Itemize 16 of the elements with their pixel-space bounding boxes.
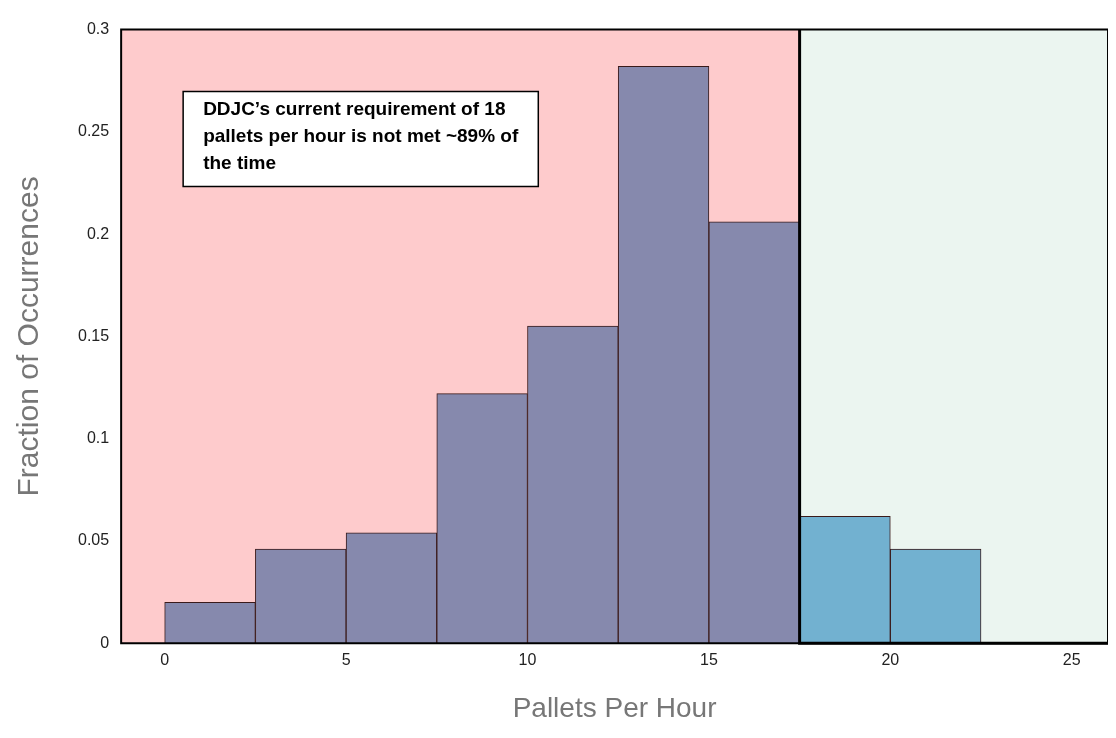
y-tick-label: 0.2	[86, 224, 110, 242]
y-tick-label: 0.1	[86, 429, 110, 447]
y-tick-label: 0	[100, 633, 110, 651]
x-tick-label: 25	[1062, 651, 1081, 669]
x-tick-label: 5	[341, 651, 351, 669]
x-tick-label: 10	[518, 651, 537, 669]
y-tick-label: 0.25	[78, 122, 110, 140]
x-tick-label: 0	[160, 651, 170, 669]
y-axis-title: Fraction of Occurrences	[11, 176, 45, 497]
x-axis-title: Pallets Per Hour	[512, 691, 717, 723]
y-tick-label: 0.05	[78, 531, 110, 549]
y-tick-label: 0.15	[78, 326, 110, 344]
annotation: DDJC’s current requirement of 18 pallets per hour is not met ~89% of the time	[203, 98, 519, 174]
y-tick-label: 0.3	[86, 20, 110, 38]
x-tick-label: 20	[881, 651, 900, 669]
x-tick-label: 15	[700, 651, 718, 669]
